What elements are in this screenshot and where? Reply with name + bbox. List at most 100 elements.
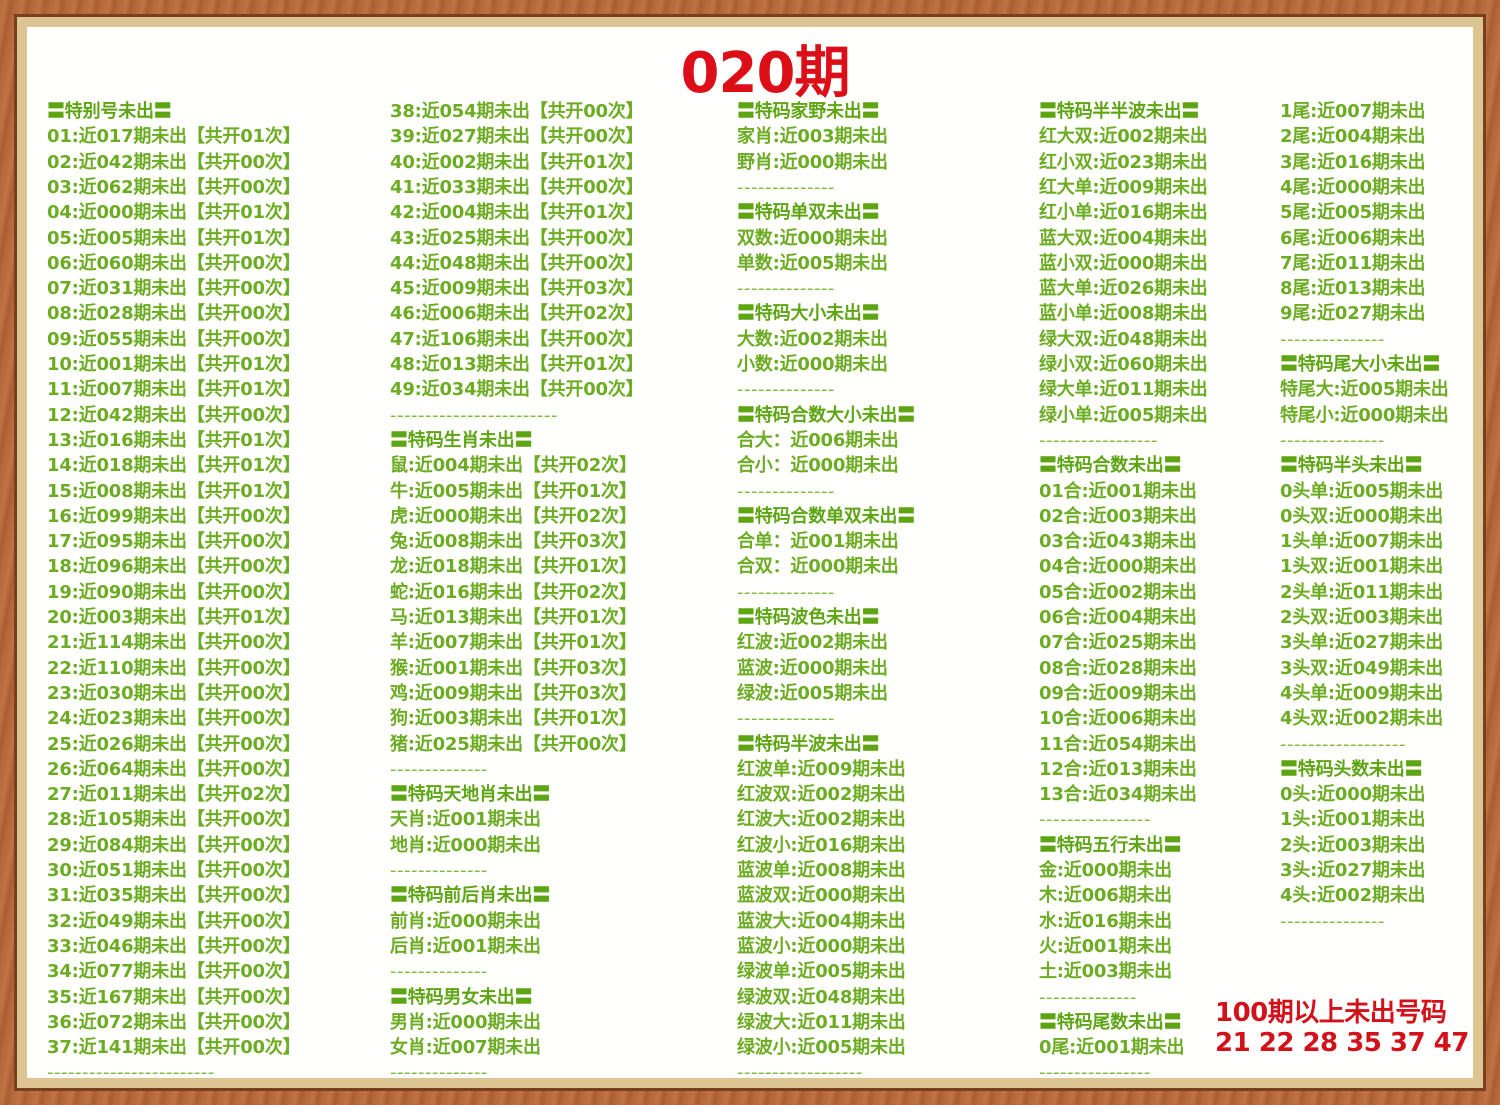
- stat-line: 08:近028期未出【共开00次】: [47, 303, 301, 325]
- stat-line: 3头双:近049期未出: [1280, 657, 1444, 679]
- stat-line: 4尾:近000期未出: [1280, 176, 1426, 198]
- stat-line: 49:近034期未出【共开00次】: [390, 379, 644, 401]
- stat-line: 0头双:近000期未出: [1280, 505, 1444, 527]
- stat-line: 22:近110期未出【共开00次】: [47, 657, 301, 679]
- stat-line: 木:近006期未出: [1039, 885, 1172, 907]
- stat-line: 蓝波双:近000期未出: [737, 885, 906, 907]
- stat-line: 06合:近004期未出: [1039, 607, 1197, 628]
- stat-line: 红大单:近009期未出: [1039, 176, 1208, 198]
- stat-line: 绿小单:近005期未出: [1039, 404, 1208, 426]
- stat-line: 3头单:近027期未出: [1280, 632, 1444, 654]
- stat-line: 火:近001期未出: [1039, 935, 1172, 957]
- stat-line: 1头单:近007期未出: [1280, 531, 1444, 553]
- stat-line: 蓝波大:近004期未出: [737, 910, 906, 932]
- stat-line: 12:近042期未出【共开00次】: [47, 404, 301, 426]
- summary-label: 100期以上未出号码: [1215, 998, 1447, 1028]
- separator: ---------------: [1280, 328, 1385, 350]
- stat-line: 合大：近006期未出: [737, 429, 899, 451]
- section-header: 〓特码五行未出〓: [1039, 834, 1182, 856]
- stat-line: 05合:近002期未出: [1039, 581, 1197, 603]
- stat-line: 大数:近002期未出: [737, 328, 888, 350]
- stat-line: 红小单:近016期未出: [1039, 202, 1208, 224]
- stat-line: 03:近062期未出【共开00次】: [47, 176, 301, 198]
- stat-line: 43:近025期未出【共开00次】: [390, 227, 644, 249]
- separator: ---------------: [1280, 429, 1385, 451]
- stat-line: 龙:近018期未出【共开01次】: [390, 556, 637, 578]
- section-header: 〓特别号未出〓: [47, 101, 172, 122]
- section-header: 〓特码半波未出〓: [737, 733, 880, 755]
- stat-line: 33:近046期未出【共开00次】: [47, 935, 301, 957]
- stat-line: 合单：近001期未出: [737, 531, 899, 553]
- stat-line: 蓝大单:近026期未出: [1039, 278, 1208, 300]
- stat-line: 17:近095期未出【共开00次】: [47, 531, 301, 553]
- stat-line: 27:近011期未出【共开02次】: [47, 784, 301, 806]
- stat-line: 21:近114期未出【共开00次】: [47, 632, 301, 654]
- separator: ----------------: [1039, 809, 1151, 831]
- stat-line: 4头双:近002期未出: [1280, 708, 1444, 730]
- separator: --------------: [737, 176, 835, 198]
- separator: ------------------: [1280, 733, 1406, 755]
- stat-line: 0尾:近001期未出: [1039, 1037, 1185, 1059]
- stat-line: 马:近013期未出【共开01次】: [390, 607, 637, 628]
- stat-line: 39:近027期未出【共开00次】: [390, 126, 644, 148]
- stat-line: 绿波:近005期未出: [737, 682, 888, 704]
- stat-line: 24:近023期未出【共开00次】: [47, 708, 301, 730]
- section-header: 〓特码合数单双未出〓: [737, 505, 915, 527]
- stat-line: 绿大双:近048期未出: [1039, 328, 1208, 350]
- section-header: 〓特码尾数未出〓: [1039, 1011, 1182, 1033]
- stat-line: 14:近018期未出【共开01次】: [47, 455, 301, 477]
- stat-line: 男肖:近000期未出: [390, 1011, 541, 1033]
- stat-line: 女肖:近007期未出: [390, 1037, 541, 1059]
- stat-line: 家肖:近003期未出: [737, 126, 888, 148]
- stat-line: 19:近090期未出【共开00次】: [47, 581, 301, 603]
- section-header: 〓特码生肖未出〓: [390, 429, 533, 451]
- stat-line: 金:近000期未出: [1039, 860, 1172, 881]
- stat-line: 10:近001期未出【共开01次】: [47, 354, 301, 375]
- stat-line: 10合:近006期未出: [1039, 708, 1197, 730]
- stat-line: 红波双:近002期未出: [737, 784, 906, 806]
- stat-line: 3尾:近016期未出: [1280, 151, 1426, 173]
- summary-numbers: 21 22 28 35 37 47: [1215, 1028, 1469, 1058]
- stat-line: 38:近054期未出【共开00次】: [390, 101, 644, 122]
- separator: ------------------: [737, 1062, 863, 1084]
- stat-line: 01:近017期未出【共开01次】: [47, 126, 301, 148]
- stat-line: 48:近013期未出【共开01次】: [390, 354, 644, 375]
- stat-line: 1头双:近001期未出: [1280, 556, 1444, 578]
- section-header: 〓特码头数未出〓: [1280, 758, 1423, 780]
- stat-line: 绿波双:近048期未出: [737, 986, 906, 1008]
- stat-line: 42:近004期未出【共开01次】: [390, 202, 644, 224]
- section-header: 〓特码家野未出〓: [737, 101, 880, 122]
- separator: --------------: [737, 480, 835, 502]
- section-header: 〓特码男女未出〓: [390, 986, 533, 1008]
- stat-line: 2头单:近011期未出: [1280, 581, 1444, 603]
- stat-line: 7尾:近011期未出: [1280, 252, 1426, 274]
- section-header: 〓特码前后肖未出〓: [390, 885, 551, 907]
- stat-line: 蓝波小:近000期未出: [737, 935, 906, 957]
- stat-line: 1头:近001期未出: [1280, 809, 1426, 831]
- stat-line: 兔:近008期未出【共开03次】: [390, 531, 637, 553]
- stat-line: 13:近016期未出【共开01次】: [47, 429, 301, 451]
- section-header: 〓特码单双未出〓: [737, 202, 880, 224]
- separator: --------------: [390, 1062, 488, 1084]
- stat-line: 3头:近027期未出: [1280, 860, 1426, 881]
- stat-line: 红波大:近002期未出: [737, 809, 906, 831]
- section-header: 〓特码合数大小未出〓: [737, 404, 915, 426]
- stat-line: 23:近030期未出【共开00次】: [47, 682, 301, 704]
- stat-line: 45:近009期未出【共开03次】: [390, 278, 644, 300]
- stat-line: 特尾小:近000期未出: [1280, 404, 1449, 426]
- section-header: 〓特码大小未出〓: [737, 303, 880, 325]
- stat-line: 44:近048期未出【共开00次】: [390, 252, 644, 274]
- stat-line: 蓝小双:近000期未出: [1039, 252, 1208, 274]
- stat-line: 2尾:近004期未出: [1280, 126, 1426, 148]
- stat-line: 蓝大双:近004期未出: [1039, 227, 1208, 249]
- stat-line: 1尾:近007期未出: [1280, 101, 1426, 122]
- stat-line: 01合:近001期未出: [1039, 480, 1197, 502]
- stat-line: 02合:近003期未出: [1039, 505, 1197, 527]
- stat-line: 35:近167期未出【共开00次】: [47, 986, 301, 1008]
- separator: --------------: [737, 379, 835, 401]
- stat-line: 2头:近003期未出: [1280, 834, 1426, 856]
- stat-line: 07:近031期未出【共开00次】: [47, 278, 301, 300]
- stat-line: 31:近035期未出【共开00次】: [47, 885, 301, 907]
- section-header: 〓特码尾大小未出〓: [1280, 354, 1441, 375]
- stat-line: 30:近051期未出【共开00次】: [47, 860, 301, 881]
